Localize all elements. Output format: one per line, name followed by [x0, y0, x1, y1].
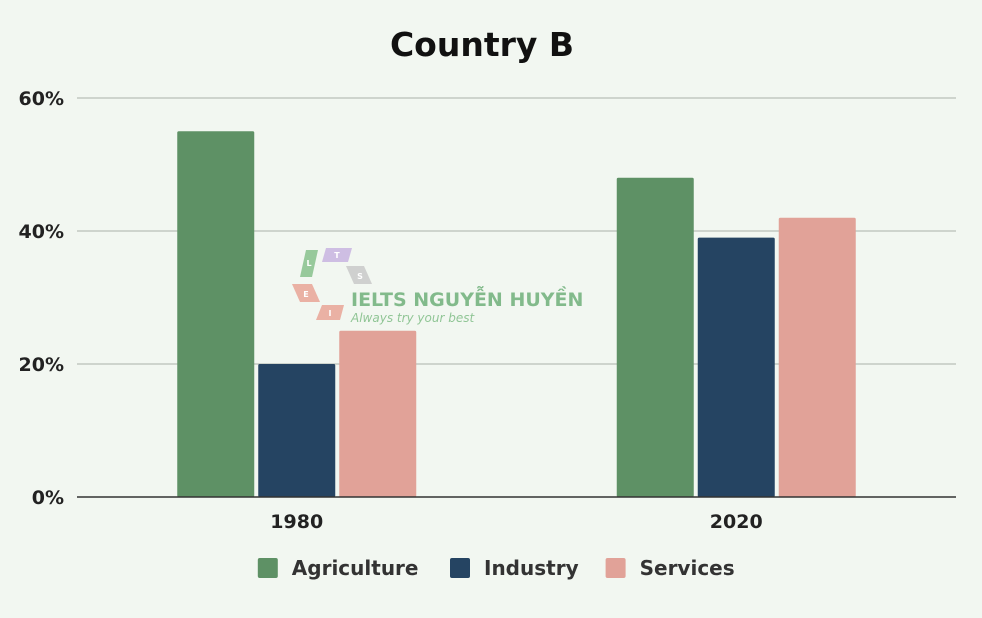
- bar-industry-1980: [258, 364, 336, 497]
- watermark: L T S E I IELTS NGUYỄN HUYỀN Always try …: [292, 248, 583, 325]
- legend-label-agriculture: Agriculture: [292, 556, 419, 580]
- legend-swatch-agriculture: [257, 558, 278, 578]
- watermark-brand: IELTS NGUYỄN HUYỀN: [351, 284, 583, 311]
- x-axis-categories: 1980 2020: [270, 511, 762, 533]
- bar-industry-2020: [697, 237, 775, 497]
- legend-swatch-industry: [450, 558, 470, 578]
- bar-services-2020: [778, 217, 856, 497]
- x-category-label: 1980: [270, 511, 323, 533]
- legend: Agriculture Industry Services: [257, 556, 735, 580]
- watermark-logo: L T S E I: [292, 248, 372, 320]
- logo-letter-s: S: [357, 272, 363, 281]
- y-tick-label: 40%: [19, 221, 64, 243]
- chart-title: Country B: [390, 25, 574, 64]
- bar-agriculture-1980: [177, 131, 255, 497]
- y-axis-ticks: 0% 20% 40% 60%: [19, 88, 64, 509]
- y-tick-label: 20%: [19, 354, 64, 376]
- logo-letter-i: I: [329, 309, 332, 318]
- legend-label-services: Services: [640, 556, 735, 580]
- legend-swatch-services: [605, 558, 626, 578]
- watermark-slogan: Always try your best: [350, 311, 475, 325]
- logo-letter-e: E: [303, 290, 308, 299]
- bar-agriculture-2020: [616, 177, 694, 498]
- x-category-label: 2020: [710, 511, 763, 533]
- bar-services-1980: [339, 330, 417, 497]
- logo-letter-l: L: [306, 259, 311, 268]
- y-tick-label: 0%: [32, 487, 64, 509]
- y-tick-label: 60%: [19, 88, 64, 110]
- logo-letter-t: T: [334, 251, 340, 260]
- bars: [177, 131, 856, 498]
- legend-label-industry: Industry: [484, 556, 579, 580]
